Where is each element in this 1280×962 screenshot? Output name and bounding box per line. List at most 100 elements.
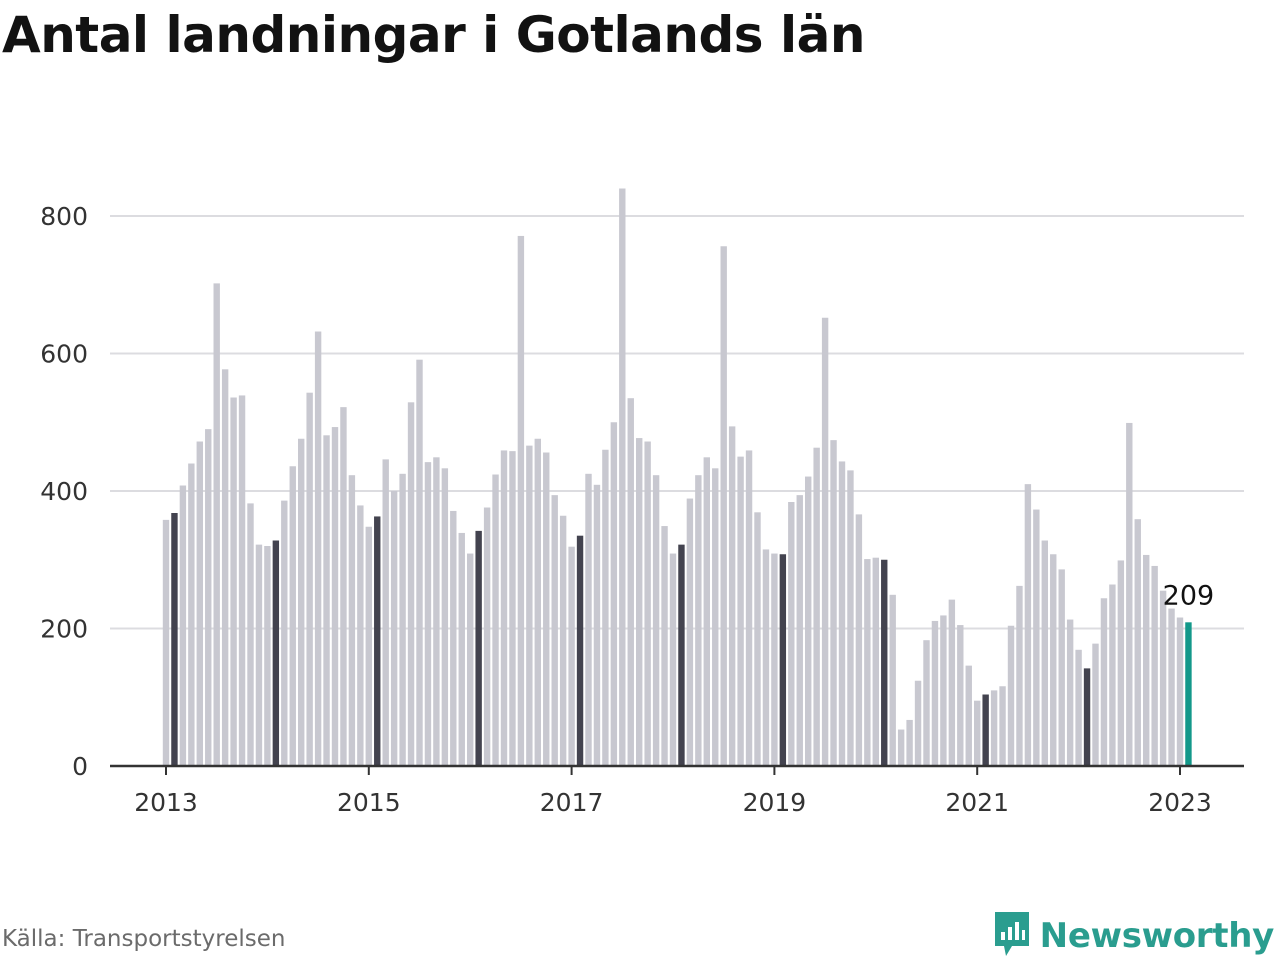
bar xyxy=(1050,554,1057,766)
bar xyxy=(289,466,296,766)
bar xyxy=(390,491,398,766)
brand-logo[interactable]: Newsworthy xyxy=(992,910,1274,962)
bar xyxy=(847,470,854,767)
bar xyxy=(779,554,787,766)
gridlines xyxy=(110,215,1244,630)
bar xyxy=(881,559,888,766)
bar xyxy=(1126,422,1133,766)
y-tick-label: 600 xyxy=(40,340,88,369)
bar xyxy=(636,438,643,766)
bar xyxy=(179,485,187,766)
bar xyxy=(298,438,305,766)
bar xyxy=(551,495,558,767)
bar xyxy=(712,468,719,766)
bar xyxy=(965,665,972,767)
bar xyxy=(872,557,879,766)
bar xyxy=(255,544,263,767)
bar xyxy=(1159,590,1167,766)
bar xyxy=(1033,509,1040,766)
bar xyxy=(737,456,744,767)
bar xyxy=(450,510,457,766)
bar xyxy=(559,515,567,766)
chart-bubble-icon xyxy=(992,910,1032,962)
bar xyxy=(661,526,668,766)
bar xyxy=(1100,598,1108,766)
bar xyxy=(365,526,372,766)
x-tick-label: 2017 xyxy=(540,788,604,817)
bar xyxy=(433,457,440,766)
x-tick-label: 2019 xyxy=(743,788,807,817)
bar xyxy=(543,452,550,766)
y-tick-label: 800 xyxy=(40,202,88,231)
bar xyxy=(855,514,863,767)
bar xyxy=(593,484,601,766)
bar xyxy=(830,440,837,767)
bar xyxy=(526,445,533,767)
labels: 0 200 400 600 800 2013 2015 2017 2019 2021 2023 209 xyxy=(40,202,1214,817)
bar xyxy=(897,729,905,766)
bar xyxy=(188,463,195,766)
bar xyxy=(509,451,516,767)
x-tick-label: 2013 xyxy=(134,788,198,817)
bar xyxy=(483,507,491,766)
bar xyxy=(162,519,170,767)
bar xyxy=(1058,569,1065,767)
bar xyxy=(314,331,322,766)
bar xyxy=(467,553,474,766)
bar xyxy=(500,450,508,766)
latest-value-label: 209 xyxy=(1163,580,1215,611)
bar xyxy=(805,476,812,766)
bar xyxy=(906,719,913,766)
bar xyxy=(948,599,956,767)
bar xyxy=(762,549,770,766)
bar xyxy=(1109,584,1116,766)
bar xyxy=(728,426,736,767)
bar xyxy=(1176,617,1184,766)
x-tick-label: 2015 xyxy=(337,788,401,817)
bar xyxy=(914,680,922,766)
bar xyxy=(424,462,432,767)
bar xyxy=(399,473,406,766)
bar xyxy=(1151,565,1158,766)
bar xyxy=(517,235,525,766)
bar xyxy=(619,188,626,766)
bar xyxy=(745,450,753,766)
bar xyxy=(340,407,347,767)
bar xyxy=(821,317,829,766)
bar xyxy=(281,500,288,767)
bar xyxy=(1041,540,1048,766)
bars xyxy=(162,188,1192,767)
bar xyxy=(974,700,981,766)
bar xyxy=(407,402,415,766)
bar xyxy=(238,395,246,766)
bar xyxy=(999,686,1006,766)
bar xyxy=(221,369,229,766)
bar xyxy=(1007,625,1015,766)
bar xyxy=(678,544,685,767)
bar xyxy=(213,283,220,767)
bar xyxy=(323,435,330,766)
bar xyxy=(1143,554,1150,766)
y-tick-label: 400 xyxy=(40,477,88,506)
bar xyxy=(990,690,998,767)
bar xyxy=(627,398,634,766)
bar xyxy=(838,461,846,766)
bar xyxy=(686,498,694,766)
bar xyxy=(492,474,499,766)
bar xyxy=(864,559,871,766)
bar xyxy=(357,505,364,766)
bar xyxy=(374,516,381,766)
bar xyxy=(703,457,710,766)
bar xyxy=(534,438,541,766)
bar xyxy=(264,546,271,766)
bar xyxy=(889,594,896,766)
bar xyxy=(382,459,389,767)
bar xyxy=(982,694,989,766)
brand-name: Newsworthy xyxy=(1039,916,1275,956)
bar xyxy=(669,553,677,766)
bar xyxy=(720,246,727,766)
bar xyxy=(1185,622,1192,766)
bar xyxy=(652,475,660,766)
bar xyxy=(931,620,939,766)
